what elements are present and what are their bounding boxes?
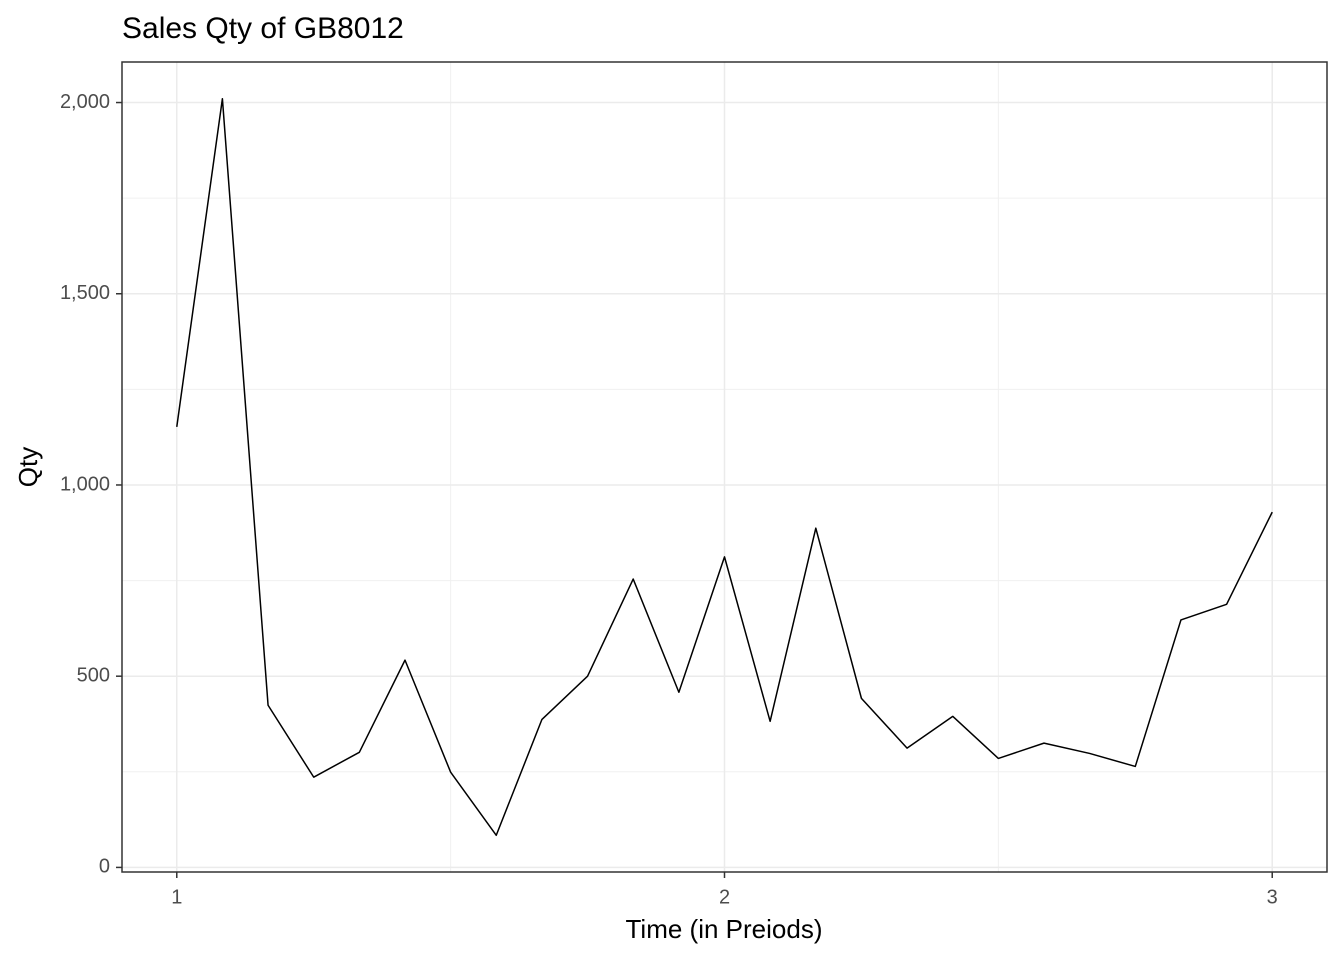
y-axis-label: Qty	[13, 447, 43, 487]
panel-border	[121, 61, 1328, 873]
x-tick-label: 1	[171, 886, 182, 908]
y-tick-label: 1,500	[60, 282, 110, 304]
x-tick-label: 2	[719, 886, 730, 908]
x-tick-label: 3	[1267, 886, 1278, 908]
data-line	[176, 97, 1273, 837]
grid	[122, 62, 1327, 872]
y-tick-label: 0	[99, 856, 110, 878]
x-axis-label: Time (in Preiods)	[626, 914, 823, 944]
plot-area	[176, 97, 1273, 837]
y-tick-label: 2,000	[60, 91, 110, 113]
y-tick-label: 1,000	[60, 473, 110, 495]
y-tick-label: 500	[77, 664, 110, 686]
chart-title: Sales Qty of GB8012	[122, 12, 404, 45]
